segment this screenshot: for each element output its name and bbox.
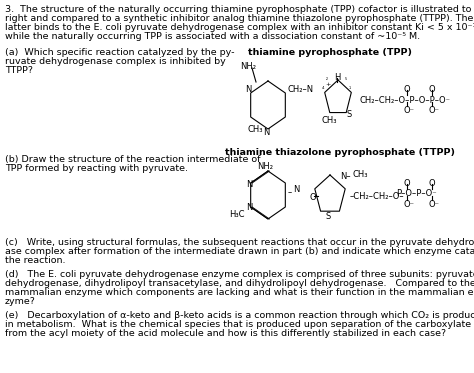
Text: N: N bbox=[263, 128, 269, 137]
Text: mammalian enzyme which components are lacking and what is their function in the : mammalian enzyme which components are la… bbox=[5, 288, 474, 297]
Text: O: O bbox=[429, 85, 436, 94]
Text: TPP formed by reacting with pyruvate.: TPP formed by reacting with pyruvate. bbox=[5, 164, 188, 173]
Text: H: H bbox=[334, 73, 340, 82]
Text: N: N bbox=[245, 85, 251, 94]
Text: (d)   The E. coli pyruvate dehydrogenase enzyme complex is comprised of three su: (d) The E. coli pyruvate dehydrogenase e… bbox=[5, 270, 474, 279]
Text: 3.  The structure of the naturally occurring thiamine pyrophosphate (TPP) cofact: 3. The structure of the naturally occurr… bbox=[5, 5, 474, 14]
Text: thiamine pyrophosphate (TPP): thiamine pyrophosphate (TPP) bbox=[248, 48, 412, 57]
Text: in metabolism.  What is the chemical species that is produced upon separation of: in metabolism. What is the chemical spec… bbox=[5, 320, 474, 329]
Text: (e)   Decarboxylation of α-keto and β-keto acids is a common reaction through wh: (e) Decarboxylation of α-keto and β-keto… bbox=[5, 311, 474, 320]
Text: O: O bbox=[310, 193, 317, 202]
Text: latter binds to the E. coli pyruvate dehydrogenase complex with an inhibitor con: latter binds to the E. coli pyruvate deh… bbox=[5, 23, 474, 32]
Text: N–: N– bbox=[340, 172, 351, 181]
Text: –: – bbox=[288, 188, 292, 197]
Text: ¹: ¹ bbox=[349, 87, 351, 92]
Text: O⁻: O⁻ bbox=[429, 106, 440, 115]
Text: ruvate dehydrogenase complex is inhibited by: ruvate dehydrogenase complex is inhibite… bbox=[5, 57, 226, 66]
Text: N: N bbox=[293, 185, 300, 194]
Text: S: S bbox=[347, 110, 352, 119]
Text: dehydrogenase, dihydrolipoyl transacetylase, and dihydrolipoyl dehydrogenase.   : dehydrogenase, dihydrolipoyl transacetyl… bbox=[5, 279, 474, 288]
Text: NH₂: NH₂ bbox=[240, 62, 256, 71]
Text: CH₃: CH₃ bbox=[322, 116, 337, 125]
Text: CH₂–N: CH₂–N bbox=[288, 85, 314, 94]
Text: O⁻: O⁻ bbox=[404, 200, 415, 209]
Text: (a)  Which specific reaction catalyzed by the py-: (a) Which specific reaction catalyzed by… bbox=[5, 48, 235, 57]
Text: ²: ² bbox=[326, 78, 328, 83]
Text: from the acyl moiety of the acid molecule and how is this differently stabilized: from the acyl moiety of the acid molecul… bbox=[5, 329, 446, 338]
Text: ⁵: ⁵ bbox=[345, 78, 347, 83]
Text: right and compared to a synthetic inhibitor analog thiamine thiazolone pyrophosp: right and compared to a synthetic inhibi… bbox=[5, 14, 474, 23]
Text: CH₃: CH₃ bbox=[248, 125, 264, 134]
Text: thiamine thiazolone pyrophosphate (TTPP): thiamine thiazolone pyrophosphate (TTPP) bbox=[225, 148, 455, 157]
Text: (b) Draw the structure of the reaction intermediate of: (b) Draw the structure of the reaction i… bbox=[5, 155, 261, 164]
Text: ⁴: ⁴ bbox=[322, 87, 325, 92]
Text: TTPP?: TTPP? bbox=[5, 66, 33, 75]
Text: N: N bbox=[246, 180, 252, 189]
Text: S: S bbox=[326, 212, 331, 221]
Text: CH₃: CH₃ bbox=[353, 170, 368, 179]
Text: while the naturally occurring TPP is associated with a dissociation constant of : while the naturally occurring TPP is ass… bbox=[5, 32, 420, 41]
Text: O⁻: O⁻ bbox=[429, 200, 440, 209]
Text: O⁻: O⁻ bbox=[404, 106, 415, 115]
Text: O: O bbox=[404, 179, 410, 188]
Text: CH₂–CH₂–O–P–O–P–O⁻: CH₂–CH₂–O–P–O–P–O⁻ bbox=[360, 96, 451, 105]
Text: –CH₂–CH₂–O–: –CH₂–CH₂–O– bbox=[350, 192, 405, 201]
Text: O: O bbox=[429, 179, 436, 188]
Text: ase complex after formation of the intermediate drawn in part (b) and indicate w: ase complex after formation of the inter… bbox=[5, 247, 474, 256]
Text: P–O–P–O⁻: P–O–P–O⁻ bbox=[396, 189, 437, 198]
Text: O: O bbox=[404, 85, 410, 94]
Text: N: N bbox=[246, 203, 252, 212]
Text: +: + bbox=[325, 82, 330, 87]
Text: NH₂: NH₂ bbox=[257, 162, 273, 171]
Text: the reaction.: the reaction. bbox=[5, 256, 65, 265]
Text: H₃C: H₃C bbox=[229, 210, 245, 219]
Text: (c)   Write, using structural formulas, the subsequent reactions that occur in t: (c) Write, using structural formulas, th… bbox=[5, 238, 474, 247]
Text: zyme?: zyme? bbox=[5, 297, 36, 306]
